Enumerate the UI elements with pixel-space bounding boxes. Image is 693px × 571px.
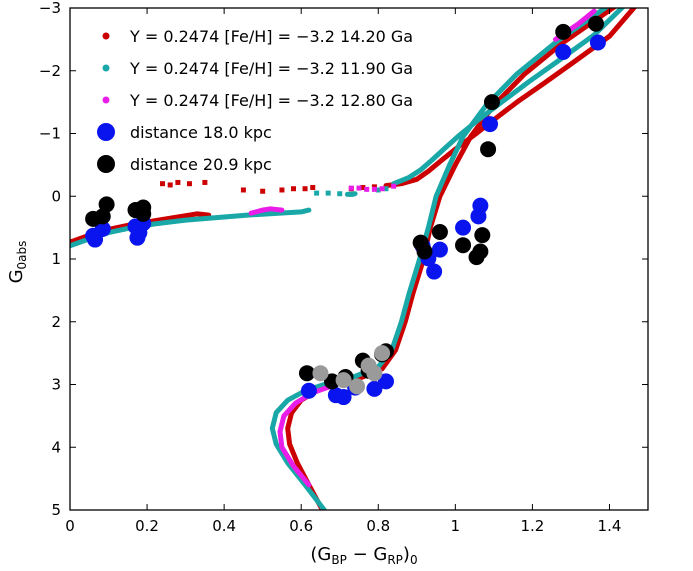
y-tick-label: −3 [39,0,61,17]
isochrone-point [348,191,354,197]
isochrone-point [202,179,208,185]
star-point [455,219,472,236]
y-tick-label: 0 [51,187,61,205]
star-point [335,372,352,389]
x-tick-label: 0.2 [135,517,159,535]
x-tick-label: 0.6 [289,517,313,535]
x-tick-label: 1 [451,517,461,535]
star-point [589,34,606,51]
x-tick-label: 0 [65,517,75,535]
star-point [431,241,448,258]
legend-label: Y = 0.2474 [Fe/H] = −3.2 12.80 Ga [129,91,413,110]
star-point [324,373,341,390]
tick-layer: 0 0.2 0.4 0.6 0.8 1 1.2 1.4 −3 −2 −1 0 1 2 3 4 5 [39,0,648,535]
star-point [300,382,317,399]
isochrone-point [159,181,165,187]
x-tick-label: 0.8 [366,517,390,535]
star-point [480,141,497,158]
star-point [555,23,572,40]
x-tick-label: 1.2 [520,517,544,535]
legend-label: Y = 0.2474 [Fe/H] = −3.2 14.20 Ga [129,27,413,46]
data-layer [70,8,638,510]
isochrone-point [375,187,381,193]
legend-marker [102,96,110,104]
star-point [349,378,366,395]
star-point [335,389,352,406]
isochrone-point [260,188,266,194]
y-tick-label: −2 [39,62,61,80]
star-point [472,243,489,260]
y-tick-label: 2 [51,313,61,331]
star-point [374,345,391,362]
star-point [416,243,433,260]
isochrone-point [356,185,362,191]
star-point [555,43,572,60]
isochrone-point [175,179,181,185]
legend-marker [97,155,115,173]
isochrone-point [379,186,385,192]
y-tick-label: −1 [39,125,61,143]
legend: Y = 0.2474 [Fe/H] = −3.2 14.20 Ga Y = 0.2… [97,27,413,174]
star-point [472,197,489,214]
star-point [98,196,115,213]
isochrone-point [290,186,296,192]
x-tick-label: 0.4 [212,517,236,535]
isochrone-point [186,181,192,187]
star-point [298,365,315,382]
isochrone-point [279,187,285,193]
star-point [366,365,383,382]
legend-marker [102,32,110,40]
y-tick-label: 4 [51,438,61,456]
star-point [474,227,491,244]
isochrone-point [383,186,389,192]
y-axis-label: G0abs [6,241,29,284]
star-point [483,94,500,111]
plot-background [70,8,648,510]
isochrone-point [391,183,397,189]
isochrone-point [360,184,366,190]
y-tick-label: 5 [51,501,61,519]
series-6-group [312,345,391,395]
star-point [312,365,329,382]
star-point [426,263,443,280]
star-point [587,15,604,32]
isochrone-point [348,185,354,191]
star-point [377,373,394,390]
isochrone-point [314,190,320,196]
isochrone-point [337,191,343,197]
legend-marker [102,64,110,72]
isochrone-point [240,187,246,193]
x-tick-label: 1.4 [598,517,622,535]
star-point [482,116,499,133]
isochrone-point [310,184,316,190]
star-point [455,237,472,254]
isochrone-point [364,186,370,192]
y-tick-label: 1 [51,250,61,268]
series-4-group [85,34,606,406]
star-point [431,224,448,241]
star-point [129,229,146,246]
legend-label: distance 18.0 kpc [130,123,272,142]
star-point [135,205,152,222]
isochrone-line [383,8,638,189]
legend-marker [97,123,115,141]
y-tick-label: 3 [51,376,61,394]
legend-label: distance 20.9 kpc [130,155,272,174]
isochrone-point [371,184,377,190]
isochrone-line [285,8,618,510]
isochrone-line [248,206,285,216]
star-point [94,220,111,237]
x-axis-label: (GBP − GRP)0 [310,544,417,567]
legend-label: Y = 0.2474 [Fe/H] = −3.2 11.90 Ga [129,59,413,78]
isochrone-point [325,190,331,196]
isochrone-point [371,186,377,192]
star-point [366,380,383,397]
isochrone-point [167,182,173,188]
isochrone-point [302,186,308,192]
